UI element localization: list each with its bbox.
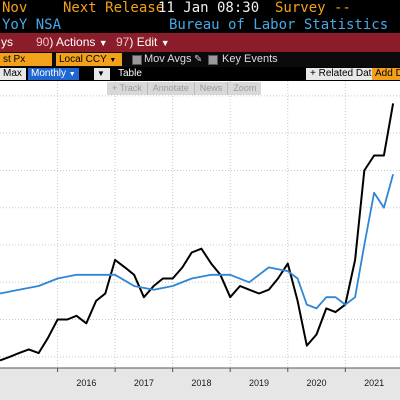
chevron-down-icon: ▼ [98,38,108,48]
x-tick-label: 2016 [76,378,97,388]
actions-label: Actions [56,35,96,49]
x-tick-label: 2019 [248,378,269,388]
chart-tools: + Track Annotate News Zoom [107,82,262,95]
table-toggle-button[interactable]: Table [118,68,142,79]
x-tick-label: 2020 [306,378,327,388]
next-release-value: 11 Jan 08:30 [158,0,260,16]
chevron-down-icon: ▼ [68,71,76,78]
currency-value: Local CCY [59,54,107,65]
x-tick-label: 2018 [191,378,212,388]
actions-hotkey-suffix: ) [49,35,54,49]
survey-label: Survey -- [275,0,351,16]
chart-controls-row: Max Monthly ▼ ▼ Table + Related Dat Add … [0,67,400,81]
chevron-down-icon: ▼ [160,38,170,48]
edit-menu-button[interactable]: 97) Edit ▼ [116,33,170,52]
mov-avgs-checkbox[interactable] [132,55,142,65]
key-events-label: Key Events [222,53,278,65]
price-field-select[interactable]: st Px [0,53,52,66]
actions-hotkey: 90 [36,35,50,49]
add-data-button[interactable]: Add D [372,68,400,80]
news-tool-button[interactable]: News [195,82,229,95]
annotate-tool-button[interactable]: Annotate [148,82,195,95]
x-tick-label: 2021 [364,378,385,388]
x-tick-label: 2017 [133,378,154,388]
related-data-button[interactable]: + Related Dat [306,68,376,80]
pencil-icon[interactable]: ✎ [194,54,203,65]
line-chart[interactable] [0,81,400,400]
edit-hotkey-suffix: ) [129,35,134,49]
chart-area[interactable]: + Track Annotate News Zoom 2016 2017 2018 2… [0,81,400,400]
edit-label: Edit [136,35,158,49]
toolbar-fragment[interactable]: ys [1,35,13,49]
x-axis-band [0,368,400,400]
key-events-checkbox[interactable] [208,55,218,65]
function-toolbar: ys 90) Actions ▼ 97) Edit ▼ [0,33,400,52]
source-label: Bureau of Labor Statistics [169,17,389,33]
chart-options-row: st Px Local CCY ▼ Mov Avgs ✎ Key Events [0,52,400,67]
chevron-down-icon[interactable]: ▼ [94,68,110,80]
range-max-button[interactable]: Max [0,68,26,80]
actions-menu-button[interactable]: 90) Actions ▼ [36,33,108,52]
edit-hotkey: 97 [116,35,130,49]
series-line-black [0,103,395,362]
header-row-release: Nov Next Release 11 Jan 08:30 Survey -- [0,0,400,17]
period-label: Nov [2,0,28,16]
frequency-select[interactable]: Monthly ▼ [28,68,79,80]
series-line-blue [0,173,394,310]
series-subtitle: YoY NSA [2,17,62,33]
zoom-tool-button[interactable]: Zoom [233,83,257,93]
chevron-down-icon: ▼ [109,57,117,64]
mov-avgs-label: Mov Avgs [144,53,192,65]
next-release-label: Next Release [63,0,165,16]
plot-background [0,81,400,368]
currency-select[interactable]: Local CCY ▼ [56,53,122,66]
header-row-subtitle: YoY NSA Bureau of Labor Statistics [0,17,400,33]
track-tool-button[interactable]: + Track [107,82,148,95]
price-field-value: st Px [3,54,26,65]
frequency-value: Monthly [31,68,67,79]
